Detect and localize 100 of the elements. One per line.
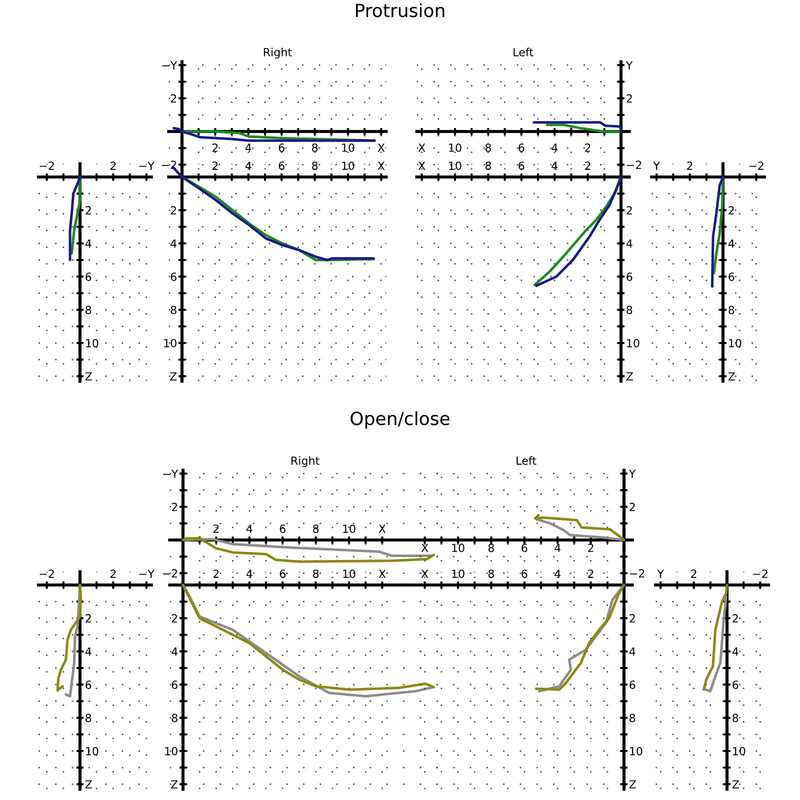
chart-title: Left — [514, 48, 534, 56]
y-tick-label: 2 — [170, 94, 176, 103]
x-tick-label: −Y — [140, 162, 154, 170]
y-tick-label: 2 — [172, 614, 178, 622]
y-tick-label: 6 — [732, 680, 738, 689]
x-tick-label: −2 — [40, 162, 54, 170]
y-tick-label: 8 — [170, 306, 176, 314]
x-tick-label: X — [378, 144, 385, 152]
x-tick-label: 4 — [554, 544, 561, 552]
y-tick-label: Z — [85, 780, 92, 788]
x-tick-label: 8 — [488, 570, 494, 578]
x-tick-label: 2 — [585, 144, 590, 152]
x-tick-label: 10 — [342, 162, 354, 170]
x-tick-label: 6 — [278, 144, 284, 152]
x-tick-label: 2 — [110, 570, 116, 578]
y-tick-label: 2 — [626, 206, 632, 214]
x-tick-label: 2 — [691, 570, 696, 578]
y-tick-label: 4 — [172, 648, 178, 656]
y-tick-label: 4 — [732, 648, 738, 656]
line-series — [532, 121, 622, 133]
x-tick-label: 10 — [452, 544, 464, 552]
x-tick-label: 6 — [518, 162, 524, 170]
y-tick-label: 4 — [85, 240, 92, 248]
y-tick-label: Z — [626, 372, 633, 380]
y-tick-label: Z — [85, 372, 92, 380]
x-tick-label: 10 — [343, 524, 356, 533]
y-tick-label: 4 — [85, 648, 92, 656]
x-tick-label: 4 — [552, 144, 558, 152]
x-tick-label: 6 — [522, 570, 528, 578]
y-tick-label: 6 — [172, 680, 178, 689]
y-tick-label: 8 — [732, 714, 738, 722]
y-tick-label: Z — [732, 780, 739, 788]
line-series — [536, 518, 626, 542]
line-series — [70, 176, 82, 255]
x-tick-label: 8 — [485, 162, 491, 170]
line-series — [182, 538, 434, 558]
x-tick-label: 10 — [343, 570, 356, 578]
x-tick-label: Y — [657, 570, 664, 578]
y-tick-label: 10 — [630, 746, 642, 756]
y-tick-label: 8 — [728, 306, 734, 314]
x-tick-label: −2 — [749, 162, 764, 170]
chart-title: Left — [516, 456, 536, 465]
x-tick-label: 6 — [280, 524, 286, 533]
line-series — [172, 126, 376, 142]
x-tick-label: 6 — [278, 162, 284, 170]
x-tick-label: 2 — [585, 162, 590, 170]
y-tick-label: 8 — [630, 714, 636, 722]
line-series — [534, 514, 626, 542]
x-tick-label: 10 — [449, 144, 462, 152]
y-tick-label: 4 — [728, 240, 734, 248]
y-tick-label: 2 — [172, 502, 178, 512]
x-tick-label: 10 — [449, 162, 462, 170]
x-tick-label: −2 — [40, 570, 54, 578]
x-tick-label: 8 — [488, 544, 494, 552]
x-tick-label: 4 — [552, 162, 558, 170]
x-tick-label: 2 — [588, 544, 594, 552]
x-tick-label: 8 — [313, 570, 319, 578]
text: Protrusion — [356, 3, 444, 18]
x-tick-label: 4 — [554, 570, 561, 578]
y-tick-label: 10 — [164, 338, 176, 348]
y-tick-label: Z — [171, 780, 178, 788]
y-tick-label: 2 — [86, 206, 91, 214]
x-tick-label: X — [421, 544, 428, 552]
line-series — [702, 584, 728, 691]
x-tick-label: Y — [653, 162, 660, 170]
y-tick-label: 2 — [732, 614, 738, 622]
x-tick-label: 8 — [312, 144, 318, 152]
y-tick-label: 2 — [630, 502, 635, 512]
y-tick-label: Y — [626, 61, 633, 70]
x-tick-label: 2 — [687, 162, 692, 170]
x-tick-label: X — [378, 162, 385, 170]
line-series — [56, 584, 82, 692]
y-tick-label: 10 — [627, 338, 640, 348]
x-tick-label: −Y — [140, 570, 154, 578]
x-tick-label: X — [418, 162, 426, 170]
y-tick-label: 6 — [86, 272, 92, 281]
y-tick-label: 8 — [172, 714, 178, 722]
y-tick-label: 4 — [629, 648, 636, 656]
x-tick-label: 2 — [213, 524, 219, 533]
y-tick-label: 4 — [626, 240, 632, 248]
y-tick-label: 10 — [86, 338, 98, 348]
y-tick-label: 6 — [86, 680, 92, 689]
y-tick-label: 4 — [170, 240, 177, 248]
chart-title: Right — [291, 456, 320, 468]
x-tick-label: 8 — [313, 524, 319, 533]
y-tick-label: 10 — [86, 746, 98, 756]
y-tick-label: −Y — [163, 470, 178, 478]
x-tick-label: 10 — [452, 570, 464, 578]
y-tick-label: −Y — [162, 61, 178, 70]
line-series — [704, 595, 728, 692]
x-tick-label: 2 — [588, 570, 594, 578]
line-series — [68, 176, 82, 262]
line-series — [710, 176, 724, 288]
x-tick-label: X — [421, 570, 428, 578]
line-series — [182, 537, 435, 563]
chart-title: Right — [264, 48, 292, 59]
x-tick-label: 6 — [518, 144, 524, 152]
x-tick-label: 2 — [212, 162, 218, 170]
line-series — [712, 176, 724, 275]
y-tick-label: 8 — [86, 306, 92, 314]
